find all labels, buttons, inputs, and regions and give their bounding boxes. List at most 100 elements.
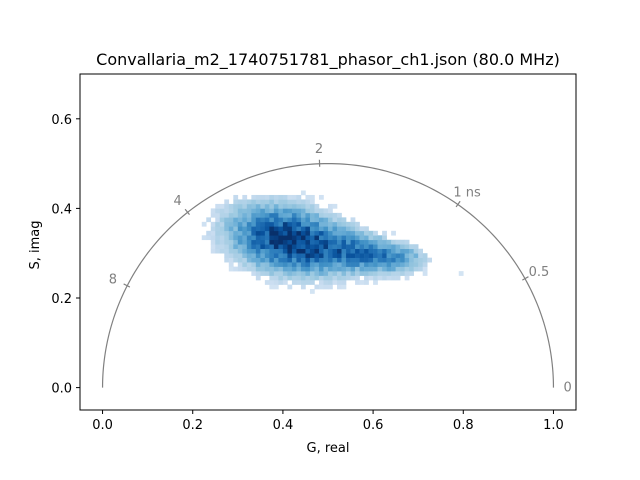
heatmap-bin [269,208,275,214]
heatmap-bin [404,244,410,250]
heatmap-bin [314,253,320,258]
heatmap-bin [264,248,270,254]
heatmap-bin [323,226,329,232]
heatmap-bin [341,230,347,236]
heatmap-bin [332,239,338,245]
heatmap-bin [296,199,302,205]
heatmap-bin [269,235,275,241]
heatmap-bin [318,280,324,285]
heatmap-bin [215,248,221,254]
heatmap-bin [391,244,396,250]
heatmap-bin [215,203,221,209]
heatmap-bin [368,266,374,272]
heatmap-bin [251,194,257,200]
heatmap-bin [255,212,261,218]
heatmap-bin [309,248,315,254]
heatmap-bin [368,257,374,263]
heatmap-bin [309,262,315,267]
heatmap-bin [359,239,365,245]
heatmap-bin [282,221,288,227]
heatmap-bin [386,266,392,272]
heatmap-bin [355,271,360,276]
heatmap-bin [237,226,243,232]
heatmap-bin [305,262,311,267]
heatmap-bin [346,226,351,232]
heatmap-bin [400,266,405,272]
heatmap-bin [237,221,243,227]
heatmap-bin [355,248,360,254]
heatmap-bin [278,253,284,258]
heatmap-bin [422,266,428,272]
heatmap-bin [395,257,401,263]
heatmap-bin [346,275,351,281]
heatmap-bin [282,266,288,272]
heatmap-bin [255,203,261,209]
heatmap-bin [269,230,275,236]
heatmap-bin [373,271,378,276]
heatmap-bin [291,199,297,205]
heatmap-bin [305,230,311,236]
heatmap-bin [269,221,275,227]
heatmap-bin [323,271,329,276]
heatmap-bin [264,230,270,236]
heatmap-bin [246,221,252,227]
heatmap-bin [215,235,221,241]
heatmap-bins [201,190,464,294]
heatmap-bin [341,221,347,227]
heatmap-bin [300,262,306,267]
heatmap-bin [382,262,387,267]
heatmap-bin [287,266,293,272]
x-axis-ticks: 0.0 0.2 0.4 0.6 0.8 1.0 [92,410,564,433]
heatmap-bin [318,271,324,276]
heatmap-bin [373,266,378,272]
heatmap-bin [318,253,324,258]
heatmap-bin [341,217,347,223]
heatmap-bin [260,217,266,223]
heatmap-bin [400,239,405,245]
heatmap-bin [228,266,234,272]
heatmap-bin [305,226,311,232]
heatmap-bin [314,239,320,245]
heatmap-bin [246,226,252,232]
heatmap-bin [255,257,261,263]
heatmap-bin [368,262,374,267]
heatmap-bin [242,203,248,209]
heatmap-bin [373,248,378,254]
heatmap-bin [318,221,324,227]
heatmap-bin [359,253,365,258]
heatmap-bin [255,275,261,281]
heatmap-bin [386,239,392,245]
heatmap-bin [314,262,320,267]
heatmap-bin [255,244,261,250]
heatmap-bin [314,244,320,250]
heatmap-bin [413,244,419,250]
heatmap-bin [391,230,396,236]
heatmap-bin [309,212,315,218]
heatmap-bin [264,221,270,227]
heatmap-bin [246,248,252,254]
heatmap-bin [337,212,342,218]
heatmap-bin [341,284,347,290]
heatmap-bin [395,239,401,245]
heatmap-bin [251,266,257,272]
heatmap-bin [287,226,293,232]
heatmap-bin [264,194,270,200]
heatmap-bin [305,253,311,258]
heatmap-bin [296,217,302,223]
heatmap-bin [368,248,374,254]
heatmap-bin [282,275,288,281]
heatmap-bin [228,226,234,232]
heatmap-bin [246,235,252,241]
lifetime-label: 0 [563,381,571,396]
heatmap-bin [400,271,405,276]
lifetime-tick [522,276,529,281]
heatmap-bin [328,230,333,236]
heatmap-bin [422,253,428,258]
heatmap-bin [251,217,257,223]
heatmap-bin [314,271,320,276]
heatmap-bin [224,199,230,205]
heatmap-bin [332,271,338,276]
heatmap-bin [251,199,257,205]
heatmap-bin [287,248,293,254]
y-tick-label: 0.4 [51,202,72,217]
